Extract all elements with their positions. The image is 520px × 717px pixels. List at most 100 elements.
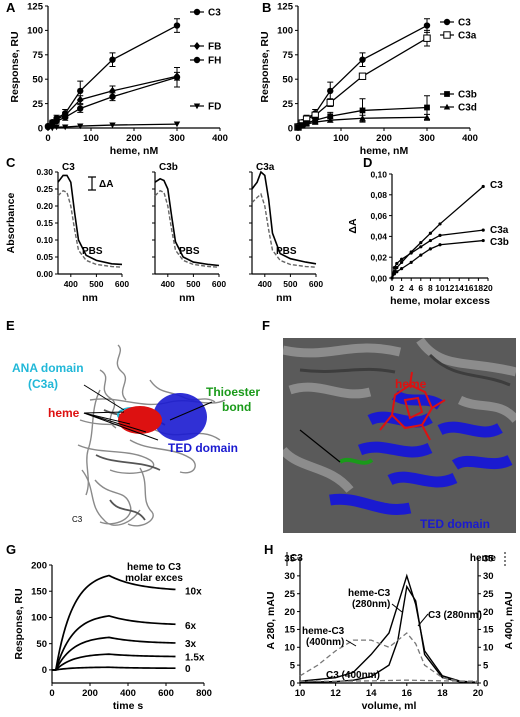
data-point	[481, 238, 485, 243]
data-point	[77, 105, 84, 112]
y-tick-label: 0.25	[36, 184, 53, 194]
ribbon-sheet	[416, 338, 516, 377]
ribbon-strand	[94, 479, 132, 525]
label-pointer	[391, 603, 403, 613]
thioester-pointer-f	[299, 429, 341, 463]
data-point	[428, 238, 432, 243]
protein-ribbon	[77, 344, 226, 527]
label-c3-400: C3 (400nm)	[326, 670, 380, 681]
ribbon-sheet	[288, 382, 372, 399]
heme-pointers	[83, 384, 213, 441]
data-point	[359, 56, 366, 63]
x-tick-label: 10	[435, 283, 445, 293]
legend-marker	[193, 103, 201, 110]
series-label: C3b	[490, 237, 509, 248]
y-tick-label: 200	[31, 560, 47, 571]
thioester-bond-f	[338, 457, 374, 465]
data-point	[312, 118, 319, 125]
sensorgram-1-5x: 1.5x	[52, 652, 205, 671]
legend-label: C3a	[458, 31, 477, 42]
data-point	[326, 98, 334, 107]
series-c3a: C3a	[390, 225, 509, 280]
structure-f-content	[283, 338, 516, 515]
grey-ribbons	[283, 338, 516, 494]
ted-domain-label-e: TED domain	[168, 441, 238, 455]
series-line	[391, 229, 484, 279]
thioester-label: Thioester	[206, 385, 260, 399]
chart-b: 0 100 200 300 400 0 25 50 75 100 125 heme, nM Respon…	[259, 1, 478, 157]
y-tick-label: 20	[284, 607, 295, 618]
series-label: 1.5x	[185, 652, 205, 663]
data-point	[303, 120, 310, 127]
x-tick-label: 400	[161, 279, 175, 289]
panel-label-g: G	[6, 542, 16, 557]
data-point	[77, 123, 84, 130]
data-point	[438, 233, 442, 237]
x-tick-label: 500	[89, 279, 103, 289]
legend-label: C3	[208, 8, 221, 19]
ribbon-edge	[299, 367, 396, 374]
series-label: 0	[185, 664, 191, 675]
y-tick-label: 75	[282, 50, 293, 61]
ted-helix	[391, 390, 444, 410]
buffer-label: PBS	[276, 246, 297, 257]
y-tick-label: 0.10	[36, 235, 53, 245]
data-point	[428, 231, 432, 235]
x-tick-label: 0	[390, 283, 395, 293]
legend-label: C3b	[458, 90, 477, 101]
y2-tick-label: 0	[483, 678, 488, 689]
x-tick-label: 14	[366, 688, 377, 699]
legend-title: heme to C3	[127, 562, 181, 573]
delta-a-scale-bar	[88, 176, 96, 191]
ribbon-strand	[116, 344, 127, 401]
series-line	[47, 24, 178, 127]
x-tick-label: 400	[120, 688, 136, 699]
y-tick-label: 10	[284, 643, 295, 654]
y-tick-label: 0,06	[370, 211, 387, 221]
y-axis-label: Absorbance	[5, 193, 17, 254]
label-heme-c3-280: heme-C3	[348, 588, 391, 599]
delta-a-label: ΔA	[99, 179, 113, 190]
ribbon-strand	[81, 469, 141, 526]
data-point	[109, 93, 116, 100]
pointer-line	[83, 412, 159, 441]
protein-spectrum	[154, 177, 220, 267]
sensorgram-3x: 3x	[52, 636, 197, 671]
x-axis-label: time s	[113, 700, 144, 712]
spectrum-title: C3a	[256, 162, 275, 173]
data-point	[61, 114, 69, 121]
data-point	[481, 228, 485, 232]
data-point	[400, 267, 404, 271]
x-tick-label: 14	[454, 283, 464, 293]
panel-label-d: D	[363, 155, 372, 170]
data-point	[428, 247, 432, 251]
y-tick-label: 50	[282, 75, 293, 86]
right-title: heme	[470, 553, 497, 564]
data-point	[49, 125, 56, 132]
data-point	[358, 72, 367, 80]
data-point	[359, 107, 366, 114]
sensorgram-0: 0	[52, 664, 191, 675]
data-point	[173, 74, 181, 81]
c3-structure-label: C3	[72, 515, 83, 524]
data-point	[359, 115, 366, 121]
x-tick-label: 100	[333, 133, 349, 144]
y-tick-label: 100	[277, 26, 293, 37]
protein-spectrum	[57, 174, 123, 266]
y-tick-label: 0.00	[36, 269, 53, 279]
x-tick-label: 600	[158, 688, 174, 699]
ted-helix	[451, 454, 513, 470]
ana-domain-sublabel: (C3a)	[28, 377, 58, 391]
ted-domain-shape	[153, 393, 207, 441]
ribbon-strand	[109, 499, 146, 521]
data-point	[400, 257, 404, 261]
legend-marker	[193, 56, 201, 64]
x-tick-label: 200	[126, 133, 142, 144]
x-tick-label: 16	[464, 283, 474, 293]
ted-helix	[329, 493, 412, 515]
ribbon-sheet	[283, 446, 354, 494]
series-label: 6x	[185, 621, 197, 632]
data-point	[299, 122, 306, 129]
data-point	[438, 222, 442, 226]
left-title: C3	[290, 553, 303, 564]
